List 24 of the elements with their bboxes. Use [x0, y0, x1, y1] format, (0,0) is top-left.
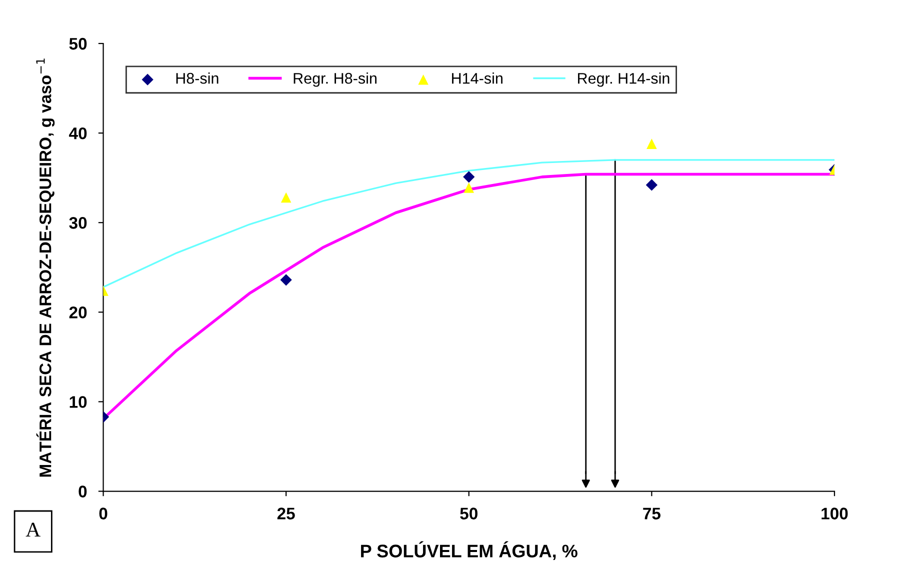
point [463, 171, 475, 183]
y-tick-label: 30 [69, 217, 87, 229]
legend-label: Regr. H14-sin [578, 72, 670, 87]
y-tick-label: 10 [70, 396, 87, 408]
x-tick-label: 50 [460, 508, 478, 520]
point [646, 179, 658, 191]
text: A [26, 522, 40, 536]
x-tick-label: 75 [643, 508, 660, 520]
y-tick-label: 20 [69, 306, 87, 318]
x-tick-label: 25 [277, 508, 295, 520]
x-tick-label: 100 [822, 508, 848, 520]
x-tick-label: 0 [99, 508, 108, 520]
point [464, 182, 474, 193]
legend-label: H14-sin [452, 72, 502, 84]
point [280, 192, 292, 203]
legend-label: H8-sin [176, 72, 218, 84]
point [280, 274, 292, 286]
x-axis-title: P SOLÚVEL EM ÁGUA, % [361, 541, 578, 560]
legend-label: Regr. H8-sin [294, 72, 376, 87]
y-tick-label: 50 [69, 38, 87, 50]
y-tick-label: 0 [78, 486, 87, 498]
y-axis-title: MATÉRIA SECA DE ARROZ-DE-SEQUEIRO, g vaso$^{−1}$ [36, 58, 55, 477]
point [646, 138, 657, 149]
y-tick-label: 40 [69, 127, 87, 140]
